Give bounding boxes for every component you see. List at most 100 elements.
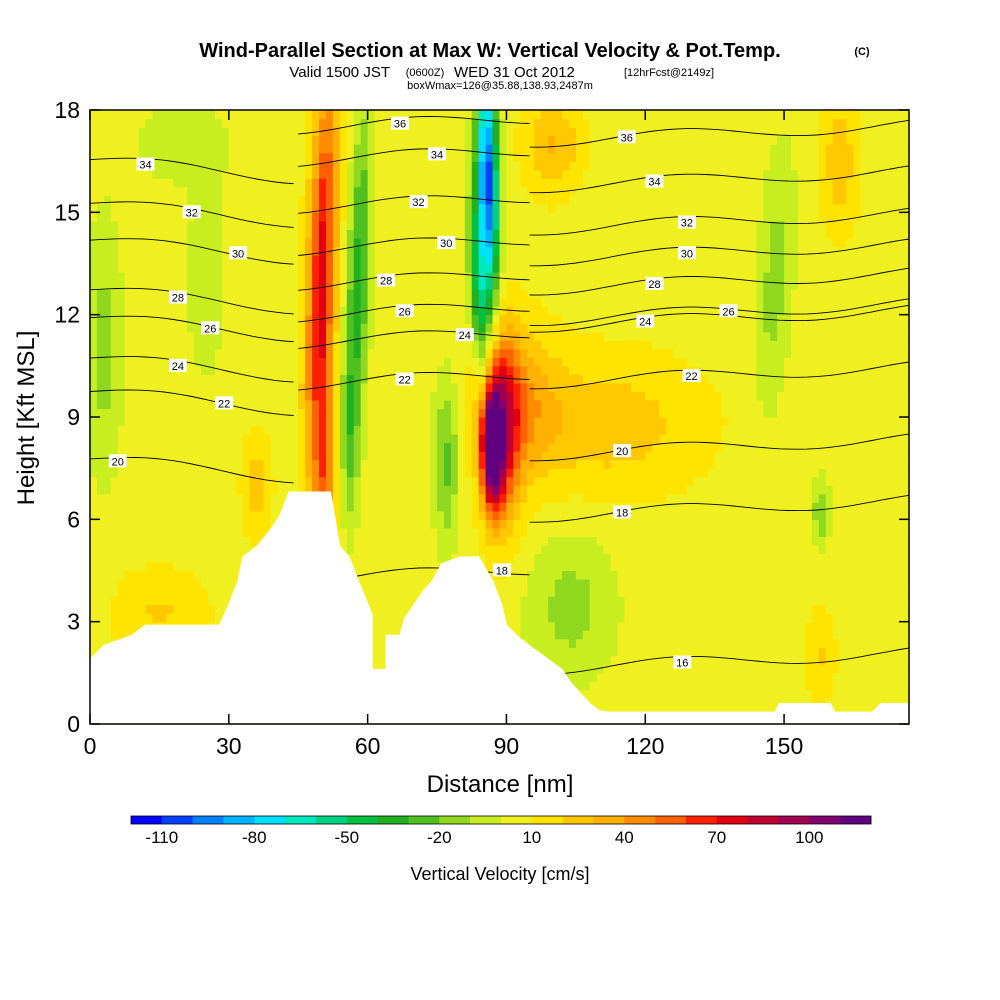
w-cell [374,391,383,401]
w-cell [270,186,278,196]
w-cell [256,493,265,503]
w-cell [166,596,174,606]
w-cell [381,442,390,452]
w-cell [312,425,320,435]
w-cell [499,289,508,299]
w-cell [298,203,306,213]
w-cell [325,459,334,469]
w-cell [534,613,542,623]
w-cell [561,502,570,512]
w-cell [305,417,313,427]
w-cell [235,314,244,324]
w-cell [291,340,299,350]
w-cell [291,246,299,256]
w-cell [513,237,521,248]
w-cell [117,280,126,290]
w-cell [138,434,147,444]
w-cell [256,331,265,341]
w-cell [256,365,265,375]
w-cell [145,331,154,341]
w-cell [319,212,327,222]
w-cell [221,314,230,324]
w-cell [520,561,528,572]
w-cell [527,195,535,205]
w-cell [478,323,487,333]
w-cell [284,365,292,375]
w-cell [270,425,278,435]
w-cell [152,425,161,435]
w-cell [159,553,167,563]
w-cell [180,169,188,179]
w-cell [534,630,542,640]
w-cell [103,561,112,572]
w-cell [555,502,563,512]
w-cell [520,382,528,393]
w-cell [312,399,320,410]
w-cell [235,459,244,469]
w-cell [103,195,112,205]
w-cell [555,254,563,265]
w-cell [561,306,570,316]
w-cell [534,553,542,563]
w-cell [249,263,258,273]
w-cell [256,485,265,495]
w-cell [409,263,417,273]
w-cell [381,493,390,503]
w-cell [90,118,98,128]
w-cell [527,289,535,299]
w-cell [90,263,98,273]
w-cell [513,425,521,435]
w-cell [312,348,320,358]
w-cell [506,493,514,503]
w-cell [506,365,514,375]
w-cell [319,442,327,452]
w-cell [374,110,383,120]
w-cell [437,212,445,222]
w-cell [388,476,396,486]
w-cell [485,382,494,393]
w-cell [103,630,112,640]
w-cell [173,587,181,597]
w-cell [166,186,174,196]
w-cell [443,178,452,188]
w-cell [430,553,438,563]
w-cell [277,306,285,316]
w-cell [166,553,174,563]
w-cell [423,118,431,128]
w-cell [471,459,480,469]
w-cell [214,263,223,273]
w-cell [291,485,299,495]
w-cell [152,237,161,248]
w-cell [242,237,251,248]
w-cell [395,493,403,503]
w-cell [256,272,265,282]
w-cell [561,340,570,350]
w-cell [201,425,209,435]
w-cell [339,357,348,367]
w-cell [471,254,480,265]
w-cell [353,263,362,273]
w-cell [478,246,487,256]
w-cell [381,186,390,196]
w-cell [513,357,521,367]
w-cell [402,144,410,154]
w-cell [332,365,341,375]
w-cell [152,587,161,597]
w-cell [541,468,549,478]
w-cell [555,323,563,333]
w-cell [416,178,424,188]
w-cell [138,144,147,154]
w-cell [207,186,216,196]
w-cell [395,280,403,290]
w-cell [450,289,459,299]
w-cell [124,630,133,640]
w-cell [90,357,98,367]
w-cell [561,613,570,623]
w-cell [443,161,452,171]
w-cell [242,536,251,546]
w-cell [339,408,348,418]
w-cell [235,118,244,128]
w-cell [513,553,521,563]
w-cell [388,237,396,248]
w-cell [388,203,396,213]
